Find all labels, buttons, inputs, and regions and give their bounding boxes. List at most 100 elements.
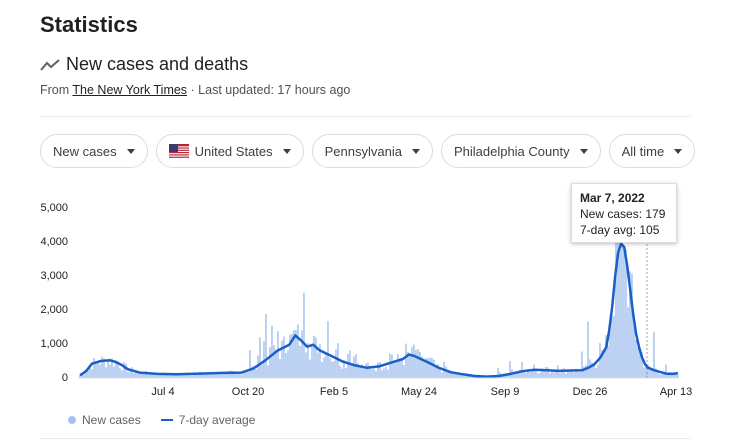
new-cases-bar — [229, 370, 231, 378]
new-cases-bar — [87, 369, 89, 378]
metric-dropdown[interactable]: New cases — [40, 134, 148, 168]
new-cases-bar — [399, 359, 401, 378]
new-cases-bar — [173, 375, 175, 378]
x-tick-label: Dec 26 — [572, 386, 608, 398]
new-cases-bar — [437, 364, 439, 378]
new-cases-bar — [397, 354, 399, 378]
x-tick-label: Sep 9 — [490, 386, 520, 398]
new-cases-bar — [553, 372, 555, 378]
new-cases-bar — [191, 375, 193, 378]
new-cases-bar — [187, 374, 189, 378]
new-cases-bar — [345, 368, 347, 378]
divider — [40, 116, 691, 117]
new-cases-bar — [175, 373, 177, 378]
new-cases-bar — [667, 372, 669, 378]
chart-legend: New cases 7-day average — [68, 413, 255, 427]
new-cases-bar — [233, 370, 235, 378]
new-cases-bar — [381, 370, 383, 378]
new-cases-bar — [285, 353, 287, 378]
tooltip-new-cases: New cases: 179 — [580, 207, 666, 221]
new-cases-bar — [329, 358, 331, 378]
new-cases-bar — [661, 374, 663, 378]
new-cases-bar — [527, 370, 529, 378]
new-cases-bar — [577, 370, 579, 378]
new-cases-bar — [113, 366, 115, 378]
new-cases-bar — [657, 371, 659, 378]
source-line: From The New York Times · Last updated: … — [40, 83, 350, 97]
new-cases-bar — [251, 366, 253, 378]
new-cases-bar — [105, 367, 107, 378]
new-cases-bar — [297, 324, 299, 378]
new-cases-bar — [137, 371, 139, 378]
new-cases-bar — [673, 372, 675, 378]
new-cases-bar — [205, 373, 207, 378]
new-cases-bar — [189, 375, 191, 378]
new-cases-bar — [439, 368, 441, 378]
legend-bars-swatch — [68, 416, 76, 424]
new-cases-bar — [531, 370, 533, 378]
new-cases-bar — [355, 353, 357, 378]
new-cases-bar — [599, 343, 601, 378]
y-tick-label: 3,000 — [40, 270, 68, 282]
new-cases-bar — [363, 368, 365, 378]
new-cases-bar — [237, 371, 239, 378]
new-cases-bar — [339, 365, 341, 378]
new-cases-bar — [227, 371, 229, 378]
new-cases-bar — [461, 373, 463, 378]
new-cases-bar — [525, 372, 527, 378]
new-cases-bar — [389, 353, 391, 378]
country-dropdown[interactable]: United States — [155, 134, 304, 168]
new-cases-bar — [225, 371, 227, 378]
new-cases-bar — [441, 372, 443, 378]
new-cases-bar — [511, 369, 513, 378]
chart-heading: New cases and deaths — [40, 54, 248, 75]
new-cases-bar — [387, 369, 389, 378]
new-cases-bar — [289, 334, 291, 378]
new-cases-bar — [315, 337, 317, 378]
new-cases-bar — [547, 367, 549, 378]
new-cases-bar — [433, 359, 435, 378]
new-cases-bar — [115, 361, 117, 378]
new-cases-bar — [95, 361, 97, 378]
new-cases-bar — [103, 358, 105, 378]
new-cases-bar — [635, 339, 637, 378]
new-cases-bar — [625, 249, 627, 378]
new-cases-bar — [179, 373, 181, 378]
new-cases-bar — [131, 367, 133, 378]
new-cases-bar — [117, 363, 119, 378]
new-cases-bar — [167, 375, 169, 378]
new-cases-bar — [451, 371, 453, 378]
new-cases-bar — [107, 360, 109, 378]
timeframe-dropdown[interactable]: All time — [608, 134, 696, 168]
new-cases-bar — [85, 372, 87, 378]
new-cases-bar — [379, 362, 381, 378]
new-cases-bar — [501, 374, 503, 378]
new-cases-bar — [565, 373, 567, 378]
new-cases-bar — [357, 363, 359, 378]
new-cases-bar — [499, 372, 501, 378]
new-cases-bar — [165, 372, 167, 378]
caret-down-icon — [282, 148, 291, 154]
new-cases-bar — [331, 361, 333, 378]
new-cases-bar — [341, 368, 343, 378]
new-cases-bar — [593, 365, 595, 378]
x-tick-label: Jul 4 — [151, 386, 175, 398]
caret-down-icon — [126, 148, 135, 154]
state-dropdown[interactable]: Pennsylvania — [311, 134, 433, 168]
new-cases-bar — [269, 347, 271, 378]
county-dropdown[interactable]: Philadelphia County — [440, 134, 601, 168]
new-cases-bar — [239, 372, 241, 378]
new-cases-bar — [279, 359, 281, 378]
new-cases-bar — [633, 313, 635, 378]
new-cases-bar — [301, 330, 303, 378]
new-cases-bar — [669, 372, 671, 378]
new-cases-bar — [591, 362, 593, 378]
new-cases-bar — [305, 352, 307, 378]
new-cases-bar — [629, 271, 631, 378]
new-cases-bar — [615, 228, 617, 378]
new-cases-bar — [515, 373, 517, 378]
new-cases-bar — [587, 321, 589, 378]
new-cases-bar — [411, 347, 413, 378]
source-link[interactable]: The New York Times — [72, 83, 188, 97]
new-cases-bar — [299, 345, 301, 378]
